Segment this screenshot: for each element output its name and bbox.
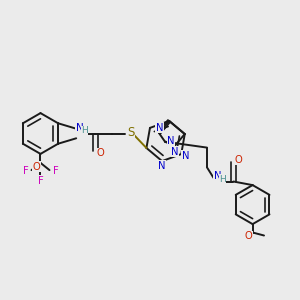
Text: N: N: [156, 123, 163, 133]
Text: F: F: [52, 166, 59, 176]
Text: H: H: [81, 126, 88, 135]
Text: N: N: [158, 160, 165, 171]
Text: O: O: [33, 161, 41, 172]
Text: N: N: [76, 123, 84, 133]
Text: F: F: [22, 166, 28, 176]
Text: O: O: [96, 148, 104, 158]
Text: O: O: [234, 154, 242, 165]
Text: N: N: [167, 136, 175, 146]
Text: H: H: [219, 175, 226, 184]
Text: N: N: [172, 146, 179, 157]
Text: N: N: [182, 151, 189, 161]
Text: O: O: [245, 231, 253, 241]
Text: F: F: [38, 176, 44, 186]
Text: S: S: [127, 126, 134, 139]
Text: N: N: [214, 171, 221, 181]
